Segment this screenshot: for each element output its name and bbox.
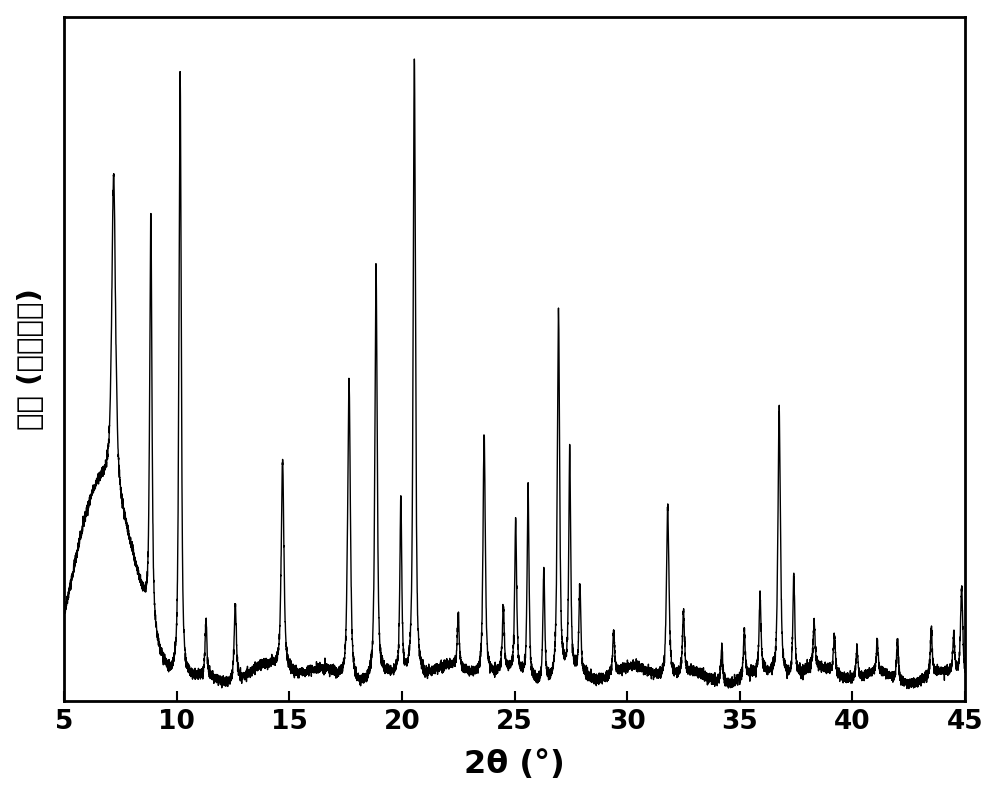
X-axis label: 2θ (°): 2θ (°) xyxy=(464,749,565,780)
Y-axis label: 强度 (相关单位): 强度 (相关单位) xyxy=(17,288,45,430)
